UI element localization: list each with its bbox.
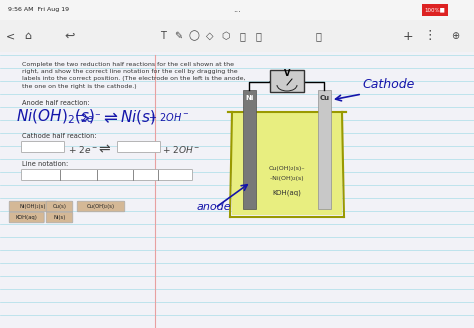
Text: Cu(s): Cu(s): [53, 204, 66, 209]
Text: $\rightleftharpoons$: $\rightleftharpoons$: [96, 142, 112, 156]
FancyBboxPatch shape: [46, 201, 73, 212]
Text: +: +: [403, 30, 413, 43]
Text: $+\ 2OH^-$: $+\ 2OH^-$: [162, 144, 201, 155]
Text: Complete the two reduction half reactions for the cell shown at the
right, and s: Complete the two reduction half reaction…: [22, 62, 246, 89]
Text: Cathode: Cathode: [362, 78, 414, 91]
Text: T: T: [160, 31, 166, 41]
Text: Cu(OH)₂(s)–: Cu(OH)₂(s)–: [269, 166, 305, 171]
Text: Anode half reaction:: Anode half reaction:: [22, 100, 90, 106]
Text: ✎: ✎: [174, 31, 182, 41]
Text: ⬡: ⬡: [222, 31, 230, 41]
Text: Cathode half reaction:: Cathode half reaction:: [22, 133, 97, 139]
Text: V: V: [284, 70, 290, 78]
Text: Ni(s): Ni(s): [53, 215, 66, 220]
Text: $Ni(OH)_2(s)$: $Ni(OH)_2(s)$: [16, 108, 95, 126]
Text: –Ni(OH)₂(s): –Ni(OH)₂(s): [270, 176, 304, 181]
Text: −: −: [75, 111, 84, 121]
Text: Ni(OH)₂(s): Ni(OH)₂(s): [20, 204, 46, 209]
Text: ◇: ◇: [206, 31, 214, 41]
Text: KOH(aq): KOH(aq): [273, 190, 301, 196]
Text: $2e^-$: $2e^-$: [80, 112, 101, 124]
Bar: [0, 0, 474, 20]
Bar: [270, 70, 304, 92]
Text: ⊕: ⊕: [451, 31, 459, 41]
Bar: [422, 4, 448, 16]
Text: 9:56 AM  Fri Aug 19: 9:56 AM Fri Aug 19: [8, 8, 69, 12]
FancyBboxPatch shape: [118, 141, 161, 153]
Text: ⌂: ⌂: [25, 31, 32, 41]
Bar: [232, 112, 342, 215]
Text: Ni: Ni: [246, 95, 254, 101]
FancyBboxPatch shape: [9, 212, 44, 223]
Text: ↩: ↩: [65, 30, 75, 43]
Text: 100%■: 100%■: [425, 8, 446, 12]
FancyBboxPatch shape: [9, 201, 57, 212]
Text: $\rightleftharpoons$: $\rightleftharpoons$: [100, 109, 118, 127]
Text: ᗑ: ᗑ: [239, 31, 245, 41]
Text: $+\ 2e^-$: $+\ 2e^-$: [68, 144, 98, 155]
Text: Cu(OH)₂(s): Cu(OH)₂(s): [87, 204, 115, 209]
FancyBboxPatch shape: [21, 141, 64, 153]
Text: ⛓: ⛓: [255, 31, 261, 41]
Text: Line notation:: Line notation:: [22, 161, 68, 167]
FancyBboxPatch shape: [46, 212, 73, 223]
Bar: [318, 90, 331, 209]
Text: ...: ...: [233, 6, 241, 14]
Text: KOH(aq): KOH(aq): [16, 215, 37, 220]
Text: ⋮: ⋮: [424, 30, 436, 43]
Text: $Ni(s)$: $Ni(s)$: [120, 108, 156, 126]
FancyBboxPatch shape: [21, 170, 192, 180]
Text: 🎤: 🎤: [315, 31, 321, 41]
Text: $+\ 2OH^-$: $+\ 2OH^-$: [148, 111, 190, 123]
FancyBboxPatch shape: [77, 201, 125, 212]
Text: ◯: ◯: [189, 31, 200, 41]
Text: <: <: [5, 31, 15, 41]
Text: Cu: Cu: [319, 95, 329, 101]
Bar: [0, 20, 474, 52]
Text: anode: anode: [197, 202, 232, 212]
Bar: [243, 90, 256, 209]
